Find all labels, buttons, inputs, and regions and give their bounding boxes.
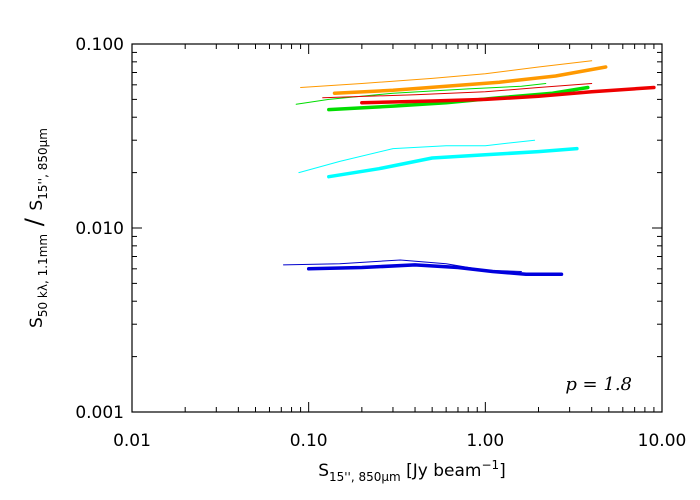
x-axis-label: S15'', 850μm [Jy beam−1] (318, 458, 506, 484)
series-line-6 (360, 85, 656, 105)
series-line-3 (295, 83, 547, 105)
series-line-2 (332, 65, 608, 95)
x-tick-label: 10.00 (638, 431, 687, 451)
series-line-4 (322, 83, 593, 99)
p-annotation: p = 1.8 (565, 374, 632, 395)
plot-frame (131, 43, 663, 413)
y-tick-label: 0.010 (75, 219, 124, 239)
y-axis-label: S50 kλ, 1.1mm / S15'', 850μm (20, 128, 50, 328)
series-line-1 (300, 60, 593, 88)
series-line-7 (298, 139, 536, 174)
series-line-10 (306, 263, 564, 277)
series-line-8 (327, 146, 579, 179)
x-tick-label: 0.10 (290, 431, 328, 451)
x-tick-label: 0.01 (113, 431, 151, 451)
y-tick-label: 0.100 (75, 35, 124, 55)
series-group (283, 60, 656, 277)
y-tick-label: 0.001 (75, 403, 124, 423)
x-tick-label: 1.00 (466, 431, 504, 451)
tick-group: 0.01 0.10 1.00 10.00 0.001 0.010 0.100 (75, 35, 686, 451)
